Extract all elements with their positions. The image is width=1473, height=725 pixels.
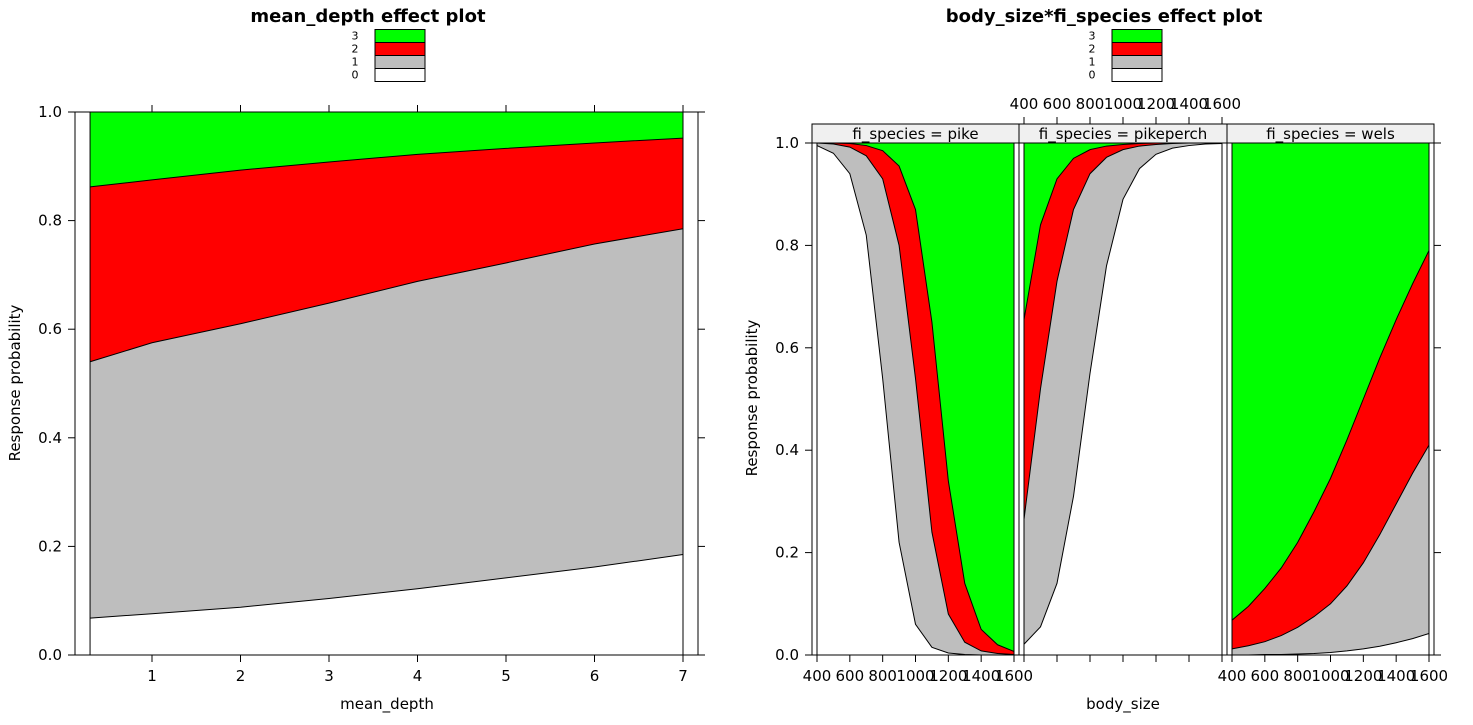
chart2-xtick-label: 1200 [1344,667,1382,685]
chart1-band-0 [90,554,684,655]
chart1-ytick-label: 0.0 [38,646,62,664]
chart1-ytick-label: 0.6 [38,320,62,338]
chart1-band-1 [90,228,684,619]
chart1-legend-swatch-1 [374,55,426,69]
chart2-panel-1-band-1 [817,143,1014,655]
chart2-panel-1: fi_species = pike 400 600 800 10001200140016… [803,123,1033,685]
chart1-ytick-label: 0.8 [38,212,62,230]
chart2-legend-swatch-0 [1111,68,1163,82]
chart2-xlabel: body_size [1086,695,1160,714]
chart2-xtick-label: 400 [1218,667,1247,685]
chart2-xtick-label: 1600 [1410,667,1448,685]
chart2-panel-3-band-3 [1232,143,1429,621]
chart1-xlabel: mean_depth [340,695,434,714]
chart1-legend-swatch-0 [374,68,426,82]
chart2-xtick-label: 800 [868,667,897,685]
chart2-legend-swatch-3 [1111,29,1163,43]
chart2-strip-label: fi_species = pikeperch [1039,125,1208,144]
chart2-legend-swatch-1 [1111,55,1163,69]
chart2-ytick-label: 0.4 [775,441,799,459]
chart1-legend-label-0: 0 [352,69,359,82]
chart1-xtick-label: 7 [678,667,688,685]
body-size-species-effect-plot: body_size*fi_species effect plot body_si… [743,6,1448,714]
chart2-legend-label-0: 0 [1089,69,1096,82]
chart1-band-2 [90,138,684,362]
chart1-xtick-label: 5 [501,667,511,685]
chart1-xtick-label: 4 [413,667,423,685]
chart1-band-3 [90,112,684,187]
chart2-panel-2-band-3 [1024,143,1222,320]
chart1-xtick-label: 2 [236,667,246,685]
chart2-panel-3-boundary-2 [1231,250,1430,621]
chart2-xtick-label: 1600 [995,667,1033,685]
chart1-boundary-0 [90,554,684,619]
chart2-strip-label: fi_species = pike [852,125,978,144]
chart1-ytick-label: 1.0 [38,103,62,121]
chart1-legend-label-1: 1 [352,56,359,69]
chart2-title: body_size*fi_species effect plot [946,6,1263,27]
chart2-ytick-label: 1.0 [775,134,799,152]
chart2-ylabel: Response probability [743,319,761,476]
chart2-legend-label-3: 3 [1089,30,1096,43]
mean-depth-effect-plot: mean_depth effect plot mean_depth Respon… [6,6,705,714]
chart2-panel-3: fi_species = wels 400 600 800 10001200140016… [1218,123,1448,685]
chart2-panel-1-boundary-2 [817,142,1015,652]
chart1-ytick-label: 0.2 [38,537,62,555]
chart2-panel-2-band-1 [1024,143,1222,645]
chart2-xtick-label: 1000 [896,667,934,685]
chart2-panel-1-boundary-1 [816,142,1015,655]
chart2-xtick-label: 1400 [1377,667,1415,685]
chart2-xtick-label-top: 1200 [1137,95,1175,113]
chart2-strip-label: fi_species = wels [1266,125,1395,144]
chart2-legend-swatch-2 [1111,42,1163,56]
chart1-xtick-label: 1 [147,667,157,685]
chart1-title: mean_depth effect plot [250,6,486,27]
chart1-ylabel: Response probability [6,304,24,461]
chart2-xtick-label: 1400 [962,667,1000,685]
chart2-panel-1-band-3 [817,143,1014,652]
chart1-legend-label-3: 3 [352,30,359,43]
chart2-xtick-label-top: 1000 [1104,95,1142,113]
chart2-xtick-label: 600 [1251,667,1280,685]
chart1-plot-frame [74,111,699,656]
chart2-legend-label-2: 2 [1089,43,1096,56]
chart2-legend-label-1: 1 [1089,56,1096,69]
chart2-ytick-label: 0.6 [775,339,799,357]
chart2-ytick-label: 0.2 [775,544,799,562]
chart2-panel-3-band-1 [1232,445,1429,655]
chart2-panel-2-boundary-0 [1023,143,1223,645]
chart2-xtick-label: 400 [803,667,832,685]
chart2-panel-3-band-0 [1232,633,1429,655]
chart2-xtick-label-top: 1600 [1203,95,1241,113]
chart2-strip-box [1226,123,1435,144]
chart2-ytick-label: 0.8 [775,236,799,254]
chart1-boundary-2 [89,137,684,188]
chart1-legend-swatch-2 [374,42,426,56]
chart1-ytick-label: 0.4 [38,429,62,447]
chart1-xtick-label: 3 [324,667,334,685]
chart2-panel-3-boundary-0 [1232,633,1430,656]
chart2-panel-3-boundary-1 [1231,444,1430,650]
chart2-panel-2-band-0 [1024,143,1222,655]
chart2-xtick-label-top: 600 [1043,95,1072,113]
chart2-xtick-label: 1200 [929,667,967,685]
chart1-legend-label-2: 2 [352,43,359,56]
chart2-xtick-label: 1000 [1311,667,1349,685]
chart2-panel-1-band-0 [817,145,1014,655]
chart2-panel-1-band-2 [817,143,1014,655]
chart2-xtick-label-top: 800 [1076,95,1105,113]
chart1-boundary-1 [89,228,684,363]
chart2-xtick-label: 600 [836,667,865,685]
chart2-xtick-label-top: 1400 [1170,95,1208,113]
chart2-panel-3-band-2 [1232,250,1429,649]
chart1-legend-swatch-3 [374,29,426,43]
chart2-ytick-label: 0.0 [775,646,799,664]
chart2-xtick-label-top: 400 [1010,95,1039,113]
chart2-xtick-label: 800 [1283,667,1312,685]
chart1-xtick-label: 6 [590,667,600,685]
